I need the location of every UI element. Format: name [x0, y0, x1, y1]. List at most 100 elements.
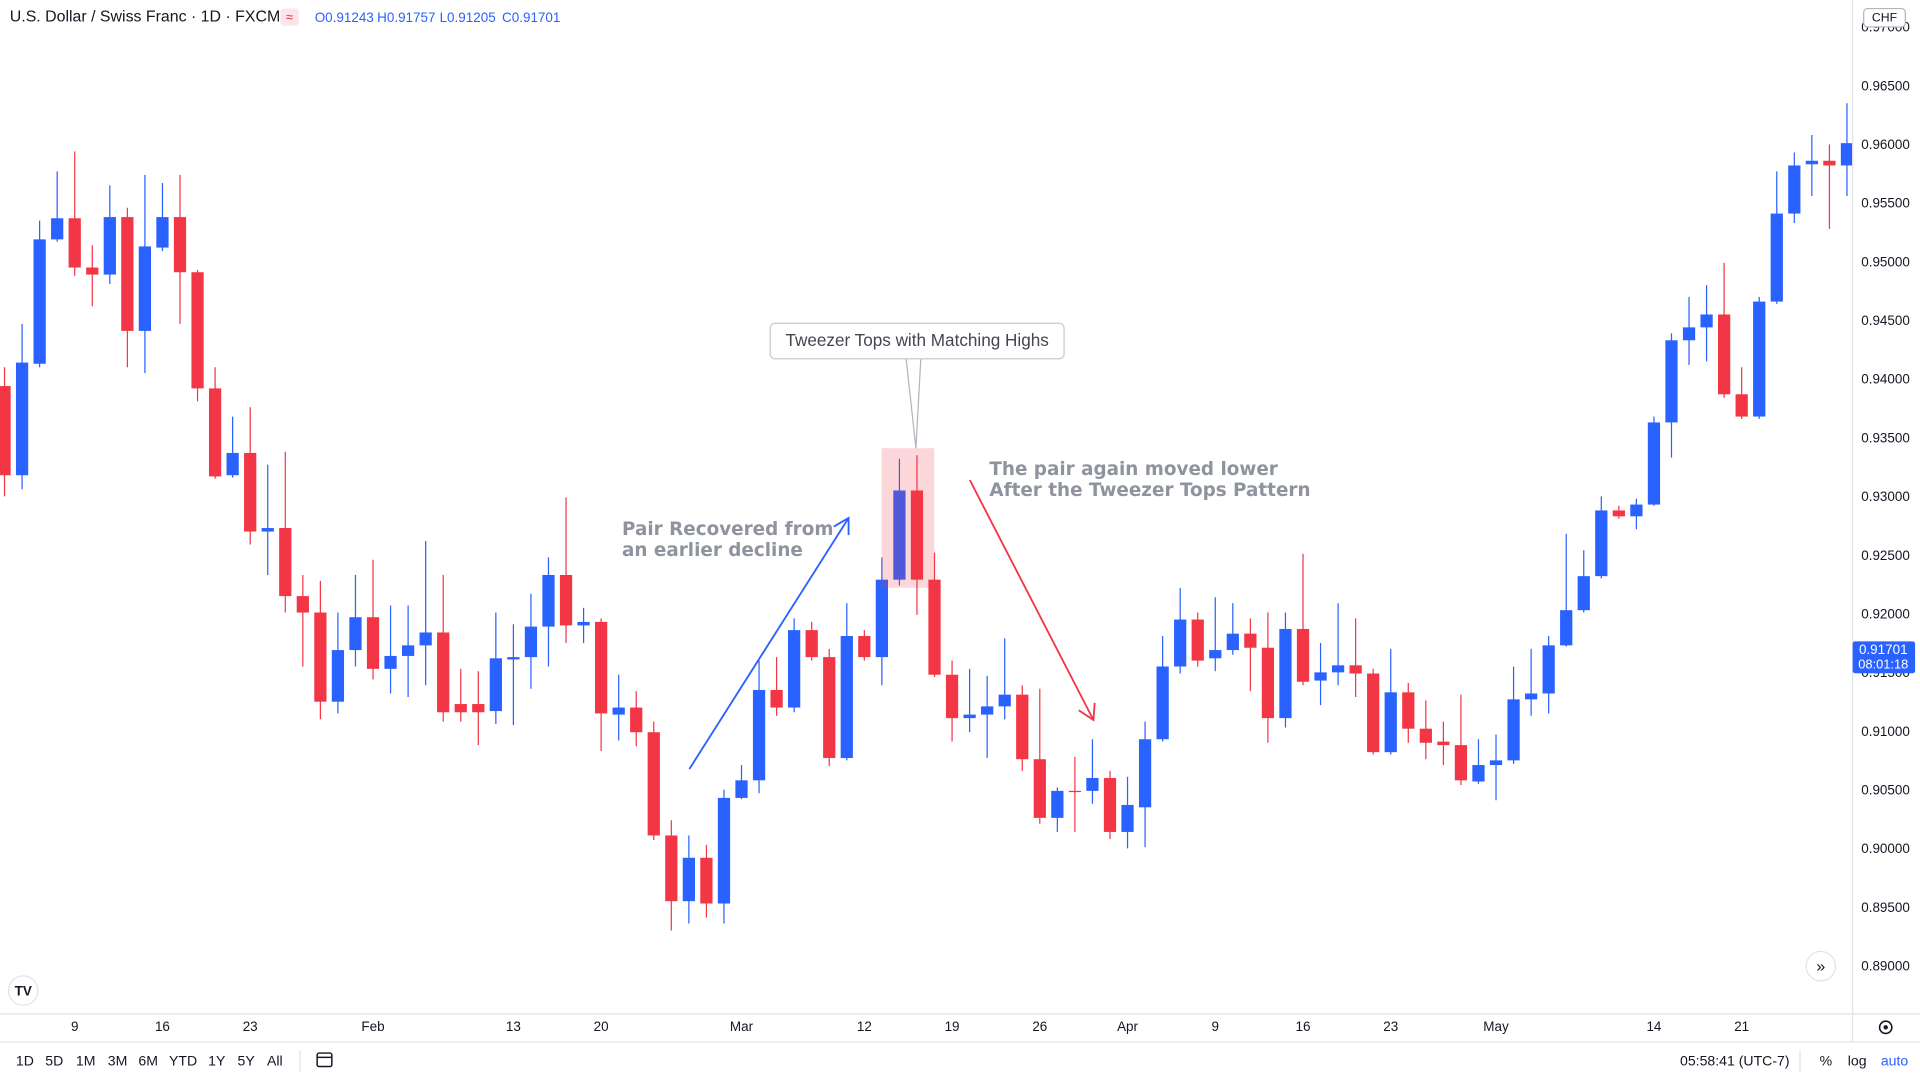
candle-body	[1121, 804, 1134, 832]
y-tick-label: 0.94000	[1861, 372, 1910, 387]
range-button[interactable]: 3M	[108, 1052, 128, 1068]
callout-text: Tweezer Tops with Matching Highs	[785, 330, 1048, 350]
range-button[interactable]: 1M	[76, 1052, 96, 1068]
candle-body	[752, 689, 766, 781]
range-button[interactable]: 1D	[16, 1052, 34, 1068]
range-button[interactable]: 1Y	[208, 1052, 226, 1068]
candle-body	[1577, 576, 1590, 611]
candle-body	[226, 452, 239, 476]
bar-countdown: 08:01:18	[1858, 657, 1908, 672]
candle-body	[1016, 694, 1029, 760]
candle-body	[981, 706, 994, 715]
currency-label[interactable]: CHF	[1872, 11, 1897, 25]
candle-body	[1174, 619, 1187, 667]
candle-body	[86, 267, 99, 275]
candle-body	[1086, 777, 1099, 791]
candle-body	[665, 835, 678, 902]
callout-pointer	[905, 358, 922, 449]
candle-body	[770, 689, 783, 708]
candle-body	[51, 218, 64, 240]
candle-body	[1138, 739, 1152, 808]
range-button[interactable]: 6M	[138, 1052, 158, 1068]
y-tick-label: 0.95500	[1861, 196, 1910, 211]
legend-high: H0.91757	[377, 10, 435, 25]
candle-body	[823, 657, 836, 759]
y-tick-label: 0.91000	[1861, 724, 1910, 739]
last-price-badge	[1852, 641, 1916, 674]
date-range-button[interactable]	[316, 1052, 333, 1068]
candle-body	[279, 528, 292, 597]
candle-body	[0, 386, 11, 476]
candle-body	[858, 635, 871, 658]
settings-button[interactable]	[1878, 1020, 1893, 1035]
candle-body	[1507, 699, 1520, 761]
y-tick-label: 0.90000	[1861, 841, 1910, 856]
status-icon	[280, 8, 299, 26]
tv-logo: TV	[7, 975, 39, 1006]
candle-body	[472, 704, 485, 713]
candle-body	[1419, 728, 1432, 743]
candle-body	[489, 658, 502, 712]
candle-body	[1489, 760, 1503, 766]
candle-body	[1753, 301, 1766, 417]
currency-badge[interactable]	[1863, 7, 1906, 28]
range-button[interactable]: All	[267, 1052, 283, 1068]
x-tick-label: 9	[1212, 1019, 1219, 1034]
arrow	[968, 479, 1095, 721]
candle-body	[1261, 647, 1275, 719]
candle-body	[296, 596, 309, 613]
candle-body	[384, 655, 397, 669]
arrow-head	[833, 516, 850, 536]
candle-body	[1612, 510, 1625, 517]
percent-toggle[interactable]: %	[1820, 1052, 1833, 1068]
candle-body	[945, 674, 959, 719]
candle-body	[244, 452, 257, 532]
svg-text:TV: TV	[15, 983, 32, 998]
candle-body	[1770, 213, 1783, 302]
candle-body	[595, 621, 608, 714]
callout-box	[769, 322, 1065, 360]
candle-body	[454, 704, 467, 713]
arrow	[688, 517, 850, 770]
candle-body	[1068, 790, 1082, 793]
candle-body	[1279, 628, 1292, 719]
y-tick-label: 0.92000	[1861, 606, 1910, 621]
log-toggle[interactable]: log	[1848, 1052, 1867, 1068]
candle-body	[1191, 619, 1204, 661]
annotation-text: The pair again moved lower	[989, 459, 1277, 480]
candle-body	[191, 272, 204, 389]
x-tick-label: Apr	[1117, 1019, 1138, 1034]
candle-body	[928, 579, 941, 675]
y-tick-label: 0.89000	[1861, 958, 1910, 973]
scroll-to-realtime[interactable]: »	[1805, 950, 1837, 982]
y-tick-label: 0.90500	[1861, 782, 1910, 797]
x-tick-label: 26	[1032, 1019, 1047, 1034]
candle-body	[893, 490, 906, 580]
auto-toggle[interactable]: auto	[1881, 1052, 1909, 1068]
candle-body	[1735, 394, 1748, 417]
range-button[interactable]: 5Y	[238, 1052, 256, 1068]
candle-body	[1788, 165, 1801, 214]
candle-body	[33, 239, 46, 364]
x-tick-label: Feb	[361, 1019, 384, 1034]
candle-body	[998, 694, 1011, 707]
candle-body	[910, 490, 924, 580]
annotation-text: Pair Recovered from	[622, 519, 833, 540]
y-tick-label: 0.94500	[1861, 313, 1910, 328]
candle-body	[1314, 672, 1327, 681]
x-tick-label: 13	[506, 1019, 521, 1034]
candle-body	[1700, 314, 1713, 328]
annotation-text: an earlier decline	[622, 540, 803, 561]
candle-body	[875, 579, 888, 658]
x-tick-label: Mar	[730, 1019, 754, 1034]
x-tick-label: May	[1483, 1019, 1509, 1034]
x-tick-label: 16	[1296, 1019, 1311, 1034]
range-button[interactable]: 5D	[45, 1052, 63, 1068]
range-button[interactable]: YTD	[169, 1052, 197, 1068]
candle-body	[1524, 693, 1538, 700]
candle-body	[138, 246, 152, 331]
candle-body	[788, 630, 801, 708]
candle-body	[15, 362, 29, 476]
candle-body	[630, 707, 643, 733]
